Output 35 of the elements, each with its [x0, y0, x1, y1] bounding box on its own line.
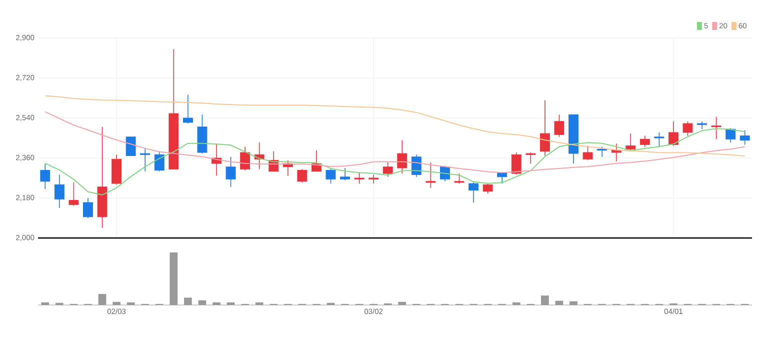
candlestick: [397, 140, 408, 174]
candlestick: [140, 148, 150, 172]
candlestick: [511, 152, 522, 176]
candlestick: [640, 135, 650, 148]
candlestick: [611, 143, 622, 162]
candlestick: [226, 156, 236, 188]
candlestick: [40, 163, 50, 190]
candlestick: [626, 133, 636, 151]
candlestick: [326, 168, 336, 184]
candlestick: [83, 198, 93, 218]
candlestick: [711, 116, 722, 140]
candlestick: [654, 132, 664, 148]
candlestick: [682, 120, 693, 136]
candlestick: [597, 146, 608, 158]
candlestick: [340, 168, 350, 181]
candlestick: [740, 130, 750, 146]
candlestick: [454, 173, 464, 184]
candlestick: [582, 145, 593, 161]
candlestick: [726, 128, 736, 143]
candlestick: [54, 174, 64, 208]
candlestick: [540, 100, 550, 156]
candlestick: [382, 162, 393, 178]
candlestick: [126, 136, 136, 156]
candlestick: [468, 182, 479, 203]
candlestick: [368, 174, 379, 184]
candlestick: [297, 168, 308, 183]
candlestick: [240, 146, 250, 171]
candlestick: [68, 182, 79, 206]
candlestick: [426, 162, 436, 188]
candlestick: [354, 172, 364, 184]
candlestick: [554, 114, 564, 138]
candlestick: [668, 120, 678, 146]
candlestick: [482, 183, 493, 194]
candlestick: [182, 94, 193, 124]
candlestick: [526, 152, 536, 164]
